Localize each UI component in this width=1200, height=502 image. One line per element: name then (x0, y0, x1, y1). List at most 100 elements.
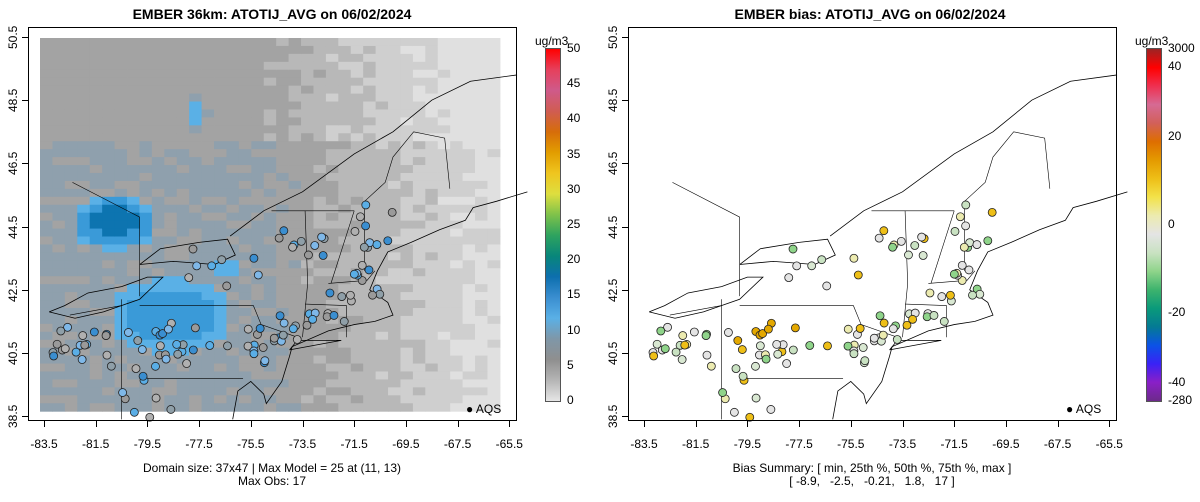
y-tick-label: 42.5 (606, 278, 620, 302)
site-marker (364, 265, 374, 275)
site-marker (80, 340, 90, 350)
site-marker (172, 339, 182, 349)
site-marker (782, 359, 792, 368)
site-marker (968, 290, 977, 300)
model-grid (40, 38, 501, 412)
y-tick (22, 37, 28, 38)
x-tick-label: -73.5 (888, 437, 917, 451)
site-marker (961, 221, 971, 231)
site-marker (755, 341, 765, 351)
x-tick (1005, 421, 1007, 427)
site-marker (955, 212, 965, 222)
site-marker (959, 242, 969, 252)
site-marker (164, 324, 173, 334)
site-marker (188, 244, 198, 254)
site-marker (361, 221, 371, 231)
site-marker (302, 320, 312, 330)
y-tick-label: 48.5 (606, 88, 620, 113)
site-marker (158, 329, 167, 338)
site-marker (260, 356, 270, 366)
x-tick (799, 421, 801, 427)
site-marker (737, 345, 747, 354)
x-tick-label: -79.5 (133, 437, 162, 451)
site-marker (166, 405, 176, 414)
geography-lines (649, 74, 1128, 420)
site-marker (78, 331, 88, 340)
y-tick (622, 37, 628, 38)
site-marker (983, 236, 993, 246)
site-marker (939, 317, 949, 326)
colorbar-tick-label: 3000 (1168, 41, 1195, 55)
site-marker (957, 260, 967, 270)
site-marker (368, 290, 377, 300)
legend-label: AQS (1075, 402, 1102, 416)
site-marker (329, 311, 339, 320)
y-tick-label: 50.5 (606, 25, 620, 49)
y-tick-label: 38.5 (606, 404, 620, 429)
x-tick-label: -65.5 (1095, 437, 1123, 451)
site-marker (77, 355, 87, 364)
x-tick-label: -75.5 (237, 437, 265, 451)
y-tick (622, 416, 628, 418)
site-marker (184, 273, 194, 283)
site-marker (155, 341, 165, 351)
right-caption: Bias Summary: [ min, 25th %, 50th %, 75t… (622, 462, 1122, 488)
site-marker (855, 324, 865, 333)
y-tick (22, 416, 28, 418)
site-marker (275, 311, 285, 321)
colorbar-tick-label: 20 (1168, 129, 1182, 143)
site-marker (288, 324, 298, 334)
y-tick-label: 40.5 (606, 341, 620, 365)
site-marker (738, 371, 748, 381)
x-tick-label: -77.5 (785, 437, 813, 451)
site-marker (878, 330, 888, 340)
site-marker (843, 341, 853, 351)
site-marker (56, 326, 66, 336)
site-marker (843, 324, 853, 334)
site-marker (296, 236, 306, 246)
colorbar-tick-label: 0 (1168, 217, 1175, 231)
x-tick-label: -79.5 (733, 437, 762, 451)
site-marker (325, 288, 335, 298)
site-marker (751, 361, 760, 371)
colorbar-tick-label: 20 (567, 252, 581, 267)
site-marker (71, 347, 81, 357)
site-marker (772, 339, 782, 349)
y-tick (622, 100, 628, 102)
y-tick (22, 163, 28, 165)
x-tick (695, 421, 697, 427)
site-marker (304, 250, 313, 260)
site-marker (151, 361, 160, 371)
site-marker (137, 345, 147, 354)
left-legend-aqs: ● AQS (466, 402, 501, 416)
site-marker (718, 388, 727, 397)
y-tick-label: 44.5 (6, 215, 20, 239)
site-marker (106, 361, 116, 371)
site-marker (205, 341, 215, 350)
site-marker (860, 356, 870, 366)
site-marker (689, 327, 699, 337)
site-marker (892, 335, 902, 344)
x-tick (902, 421, 904, 427)
x-tick (457, 421, 459, 427)
left-plot-frame (28, 27, 517, 421)
colorbar-tick-label: -20 (1168, 305, 1186, 319)
site-marker (63, 322, 72, 332)
site-marker (918, 251, 928, 260)
site-marker (937, 292, 947, 301)
y-tick (22, 289, 28, 291)
x-tick (1109, 421, 1111, 427)
y-tick-label: 38.5 (6, 404, 20, 429)
colorbar-tick-label: -280 (1168, 393, 1193, 407)
x-tick (199, 421, 201, 427)
site-marker (269, 333, 279, 343)
site-marker (350, 227, 360, 236)
site-marker (339, 317, 349, 326)
site-marker (337, 292, 347, 301)
site-marker (310, 241, 320, 250)
site-marker (652, 339, 662, 349)
site-marker (702, 350, 712, 360)
site-marker (217, 255, 227, 265)
site-marker (317, 232, 327, 242)
